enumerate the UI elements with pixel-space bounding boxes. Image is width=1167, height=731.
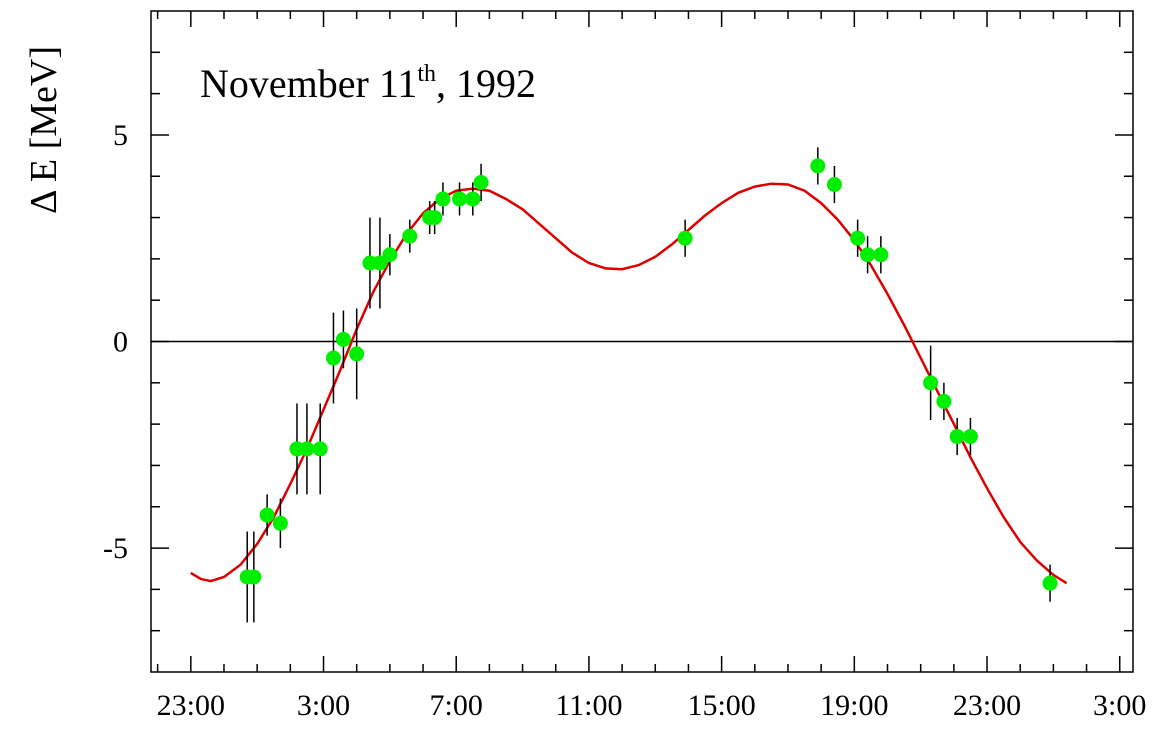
data-point (810, 158, 826, 174)
data-point (1042, 575, 1058, 591)
data-point (349, 346, 365, 362)
y-tick-label: -5 (103, 532, 128, 565)
y-tick-label: 0 (113, 326, 128, 359)
data-point (427, 210, 443, 226)
data-point (299, 441, 315, 457)
chart-title: November 11th, 1992 (200, 61, 536, 106)
y-tick-label: 5 (113, 119, 128, 152)
data-point (850, 230, 866, 246)
x-tick-label: 7:00 (430, 689, 483, 722)
x-tick-labels: 23:00 3:00 7:00 11:00 15:00 19:00 23:00 3:00 (157, 689, 1147, 722)
data-point (873, 247, 889, 263)
data-point (372, 255, 388, 271)
data-point (949, 429, 965, 445)
data-point (335, 331, 351, 347)
data-points (239, 158, 1058, 591)
x-tick-label: 23:00 (157, 689, 225, 722)
data-point (312, 441, 328, 457)
title-prefix: November 11 (200, 61, 417, 106)
data-point (435, 191, 451, 207)
data-point (465, 191, 481, 207)
x-tick-label: 3:00 (297, 689, 350, 722)
data-point (826, 177, 842, 193)
y-axis-label: Δ E [MeV] (23, 46, 65, 214)
data-point (272, 515, 288, 531)
y-tick-labels: -5 0 5 (103, 119, 128, 565)
x-tick-label: 3:00 (1093, 689, 1146, 722)
data-point (246, 569, 262, 585)
data-point (962, 429, 978, 445)
data-point (402, 228, 418, 244)
title-suffix: , 1992 (436, 61, 536, 106)
data-point (677, 230, 693, 246)
data-point (325, 350, 341, 366)
data-point (382, 247, 398, 263)
x-tick-label: 11:00 (555, 689, 622, 722)
fit-curve (190, 182, 1068, 585)
x-tick-label: 19:00 (820, 689, 888, 722)
data-point (473, 174, 489, 190)
data-point (860, 247, 876, 263)
data-point (923, 375, 939, 391)
data-point (452, 191, 468, 207)
x-tick-label: 23:00 (953, 689, 1021, 722)
title-superscript: th (417, 61, 436, 87)
data-point (259, 507, 275, 523)
x-tick-label: 15:00 (687, 689, 755, 722)
data-point (936, 393, 952, 409)
axis-ticks (151, 11, 1133, 672)
